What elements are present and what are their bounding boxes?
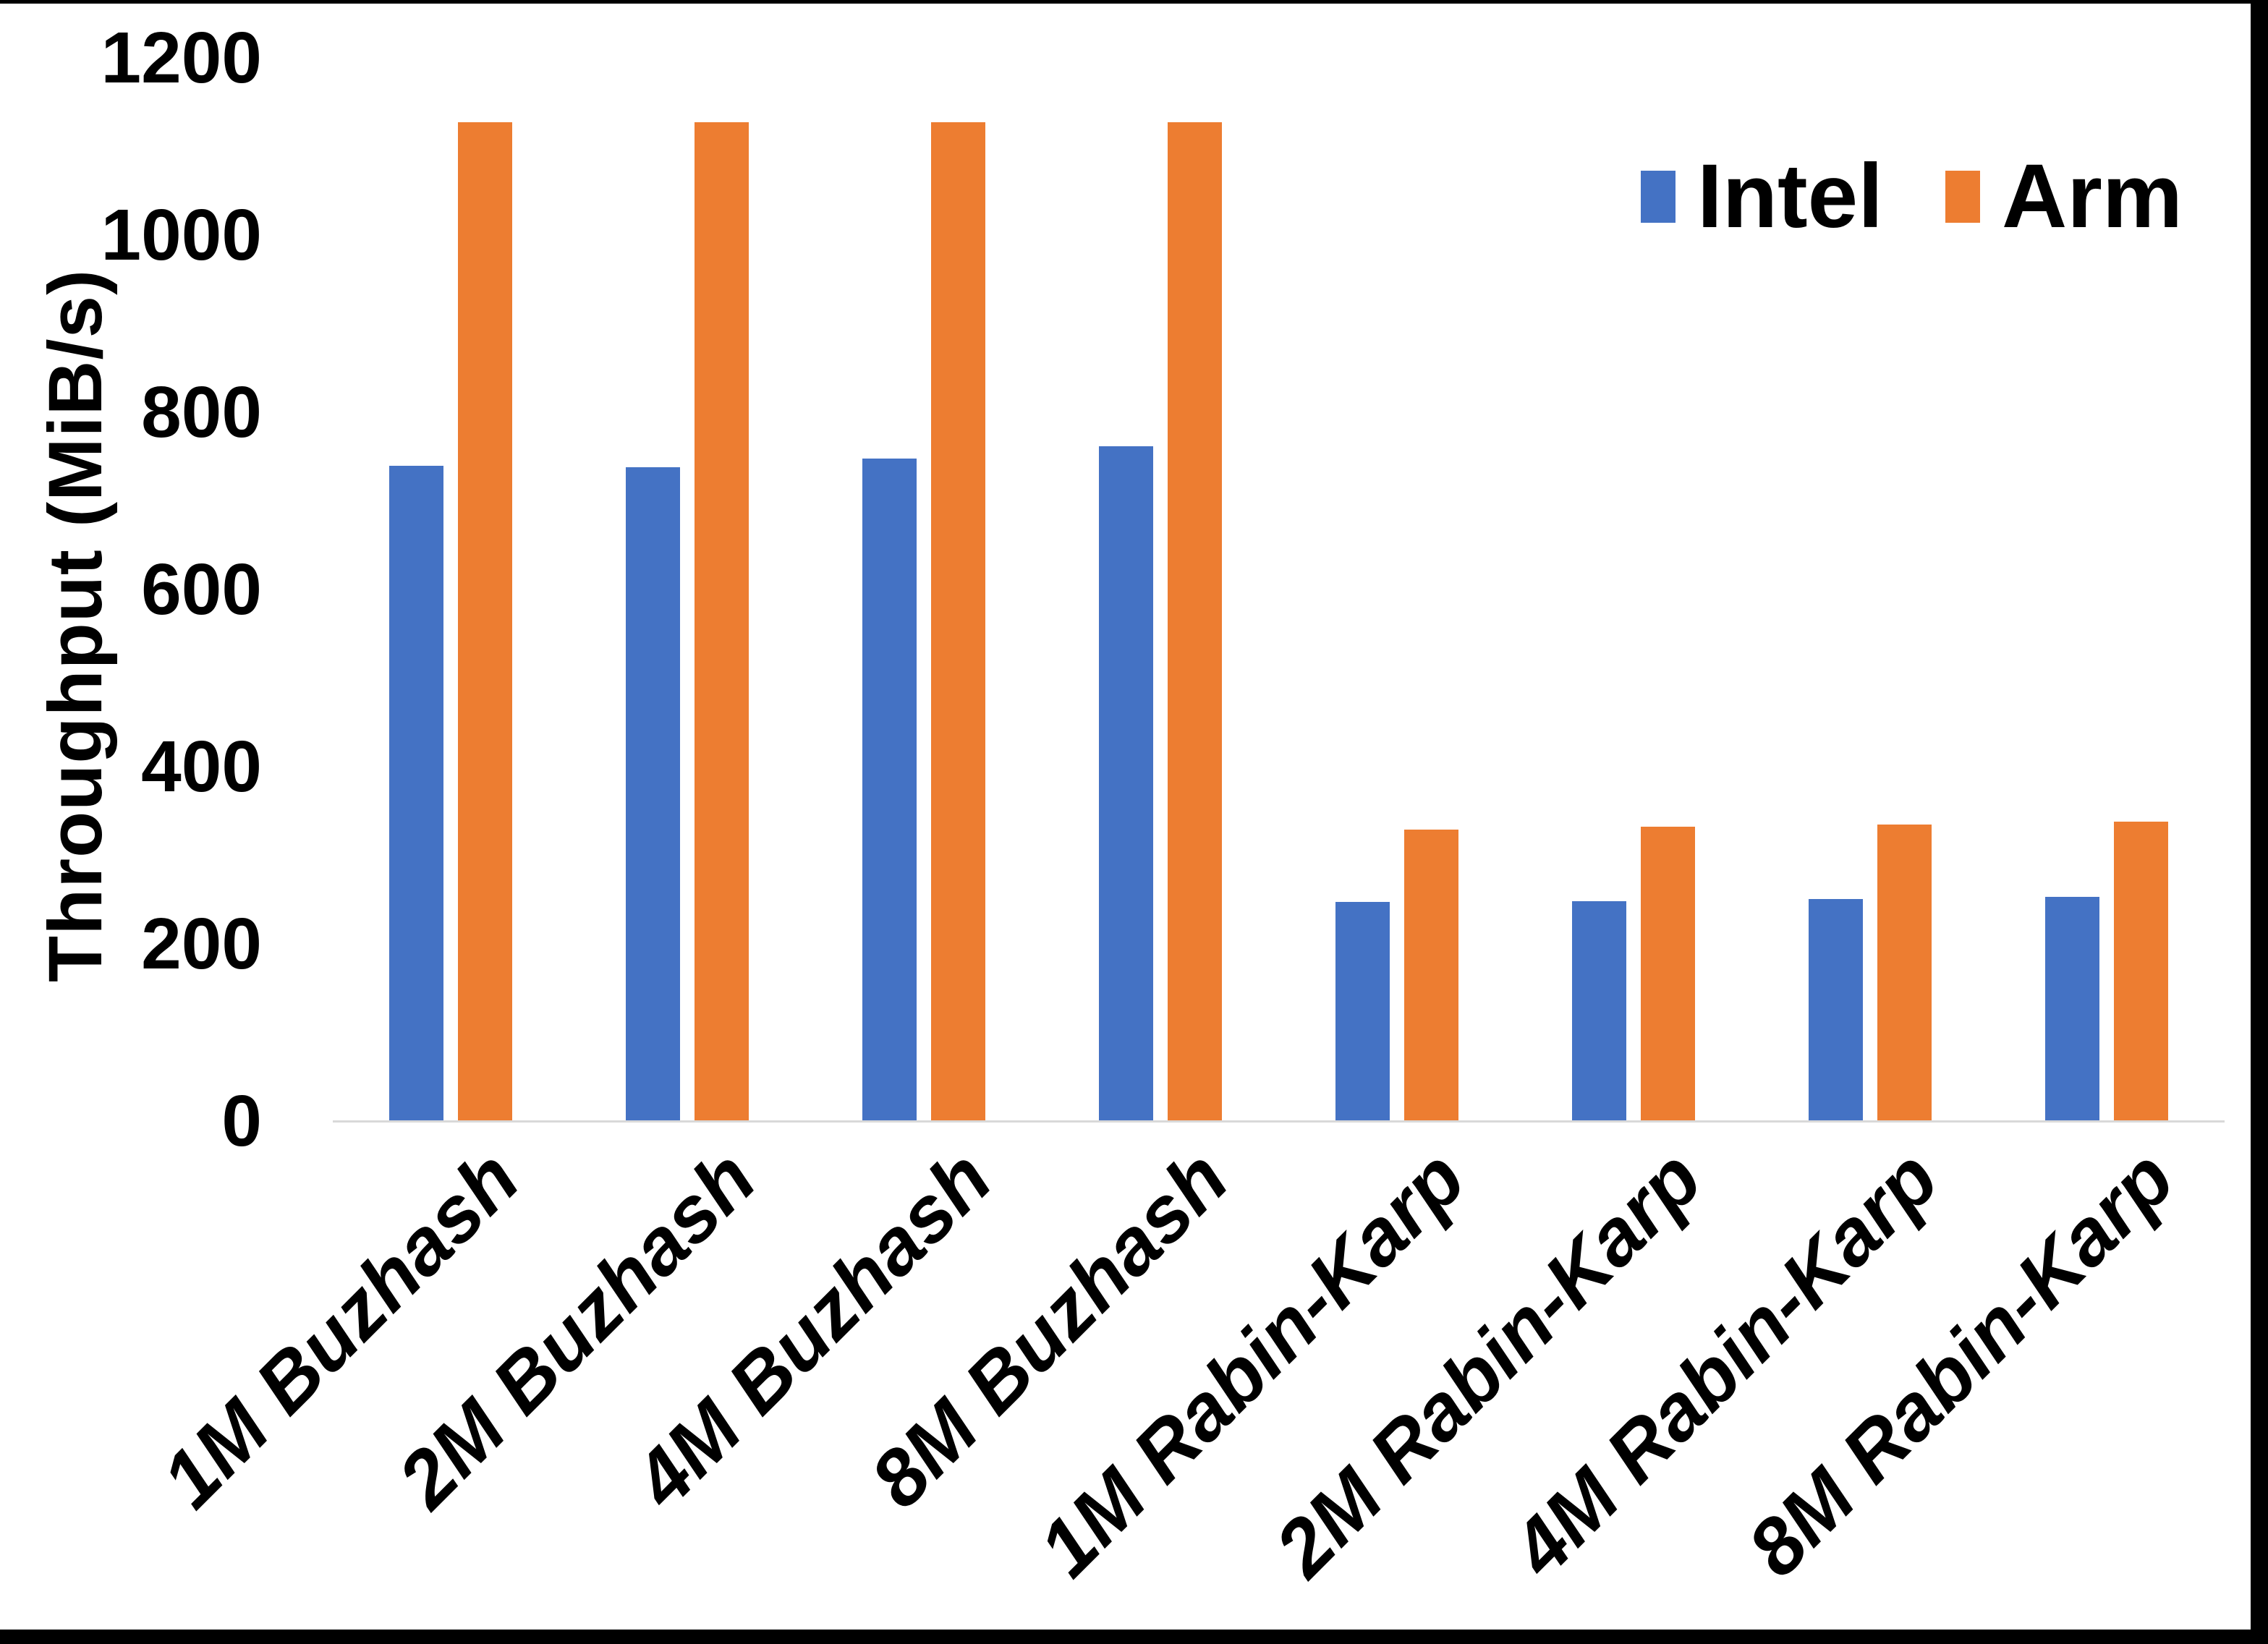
intel-series-swatch bbox=[1640, 170, 1675, 223]
bar-group-2m-buzhash bbox=[569, 58, 806, 1121]
bar-intel-8m-buzhash bbox=[1099, 446, 1154, 1121]
bar-arm-2m-buzhash bbox=[695, 122, 749, 1121]
bar-group-4m-buzhash bbox=[806, 58, 1042, 1121]
bar-arm-8m-buzhash bbox=[1168, 122, 1223, 1121]
bar-intel-2m-rabin-karp bbox=[1571, 901, 1626, 1121]
y-tick-label-0: 0 bbox=[221, 1081, 262, 1162]
bar-arm-2m-rabin-karp bbox=[1640, 827, 1695, 1121]
bar-arm-1m-rabin-karp bbox=[1403, 829, 1458, 1121]
y-tick-label-1200: 1200 bbox=[101, 17, 262, 98]
page-border-top bbox=[0, 0, 2268, 4]
y-tick-label-200: 200 bbox=[141, 903, 262, 984]
legend-item-intel: Intel bbox=[1640, 145, 1883, 248]
x-axis-label-2m-rabin-karp: 2M Rabin-Karp bbox=[1258, 1133, 1718, 1593]
bar-arm-1m-buzhash bbox=[458, 122, 513, 1121]
bar-intel-4m-rabin-karp bbox=[1808, 898, 1863, 1121]
x-axis-label-8m-rabin-karp: 8M Rabin-Karp bbox=[1730, 1133, 2191, 1593]
legend-item-arm: Arm bbox=[1945, 145, 2183, 248]
x-axis-label-4m-rabin-karp: 4M Rabin-Karp bbox=[1494, 1133, 1955, 1593]
y-tick-label-600: 600 bbox=[141, 549, 262, 630]
bar-group-1m-rabin-karp bbox=[1279, 58, 1516, 1121]
x-axis-label-1m-rabin-karp: 1M Rabin-Karp bbox=[1022, 1133, 1482, 1593]
bar-intel-4m-buzhash bbox=[862, 458, 917, 1121]
bar-intel-1m-rabin-karp bbox=[1335, 902, 1390, 1121]
y-tick-label-400: 400 bbox=[141, 726, 262, 807]
bar-intel-1m-buzhash bbox=[389, 465, 444, 1121]
arm-series-swatch bbox=[1945, 170, 1980, 223]
bar-group-8m-rabin-karp bbox=[1988, 58, 2225, 1121]
legend-label-arm: Arm bbox=[2001, 146, 2183, 247]
x-axis-line bbox=[333, 1120, 2225, 1123]
legend-label-intel: Intel bbox=[1696, 146, 1883, 247]
page-border-bottom bbox=[0, 1630, 2268, 1644]
bar-intel-8m-rabin-karp bbox=[2044, 897, 2099, 1121]
y-tick-label-1000: 1000 bbox=[101, 195, 262, 276]
legend: Intel Arm bbox=[1640, 145, 2183, 248]
y-tick-label-800: 800 bbox=[141, 372, 262, 453]
bar-arm-4m-rabin-karp bbox=[1877, 824, 1932, 1121]
bar-arm-4m-buzhash bbox=[931, 122, 986, 1121]
bar-group-2m-rabin-karp bbox=[1515, 58, 1751, 1121]
plot-area bbox=[333, 58, 2225, 1123]
page-border-right bbox=[2251, 0, 2268, 1644]
bar-group-8m-buzhash bbox=[1042, 58, 1279, 1121]
bar-group-1m-buzhash bbox=[333, 58, 569, 1121]
bar-arm-8m-rabin-karp bbox=[2113, 821, 2168, 1121]
bar-intel-2m-buzhash bbox=[626, 467, 681, 1121]
bar-group-4m-rabin-karp bbox=[1751, 58, 1988, 1121]
